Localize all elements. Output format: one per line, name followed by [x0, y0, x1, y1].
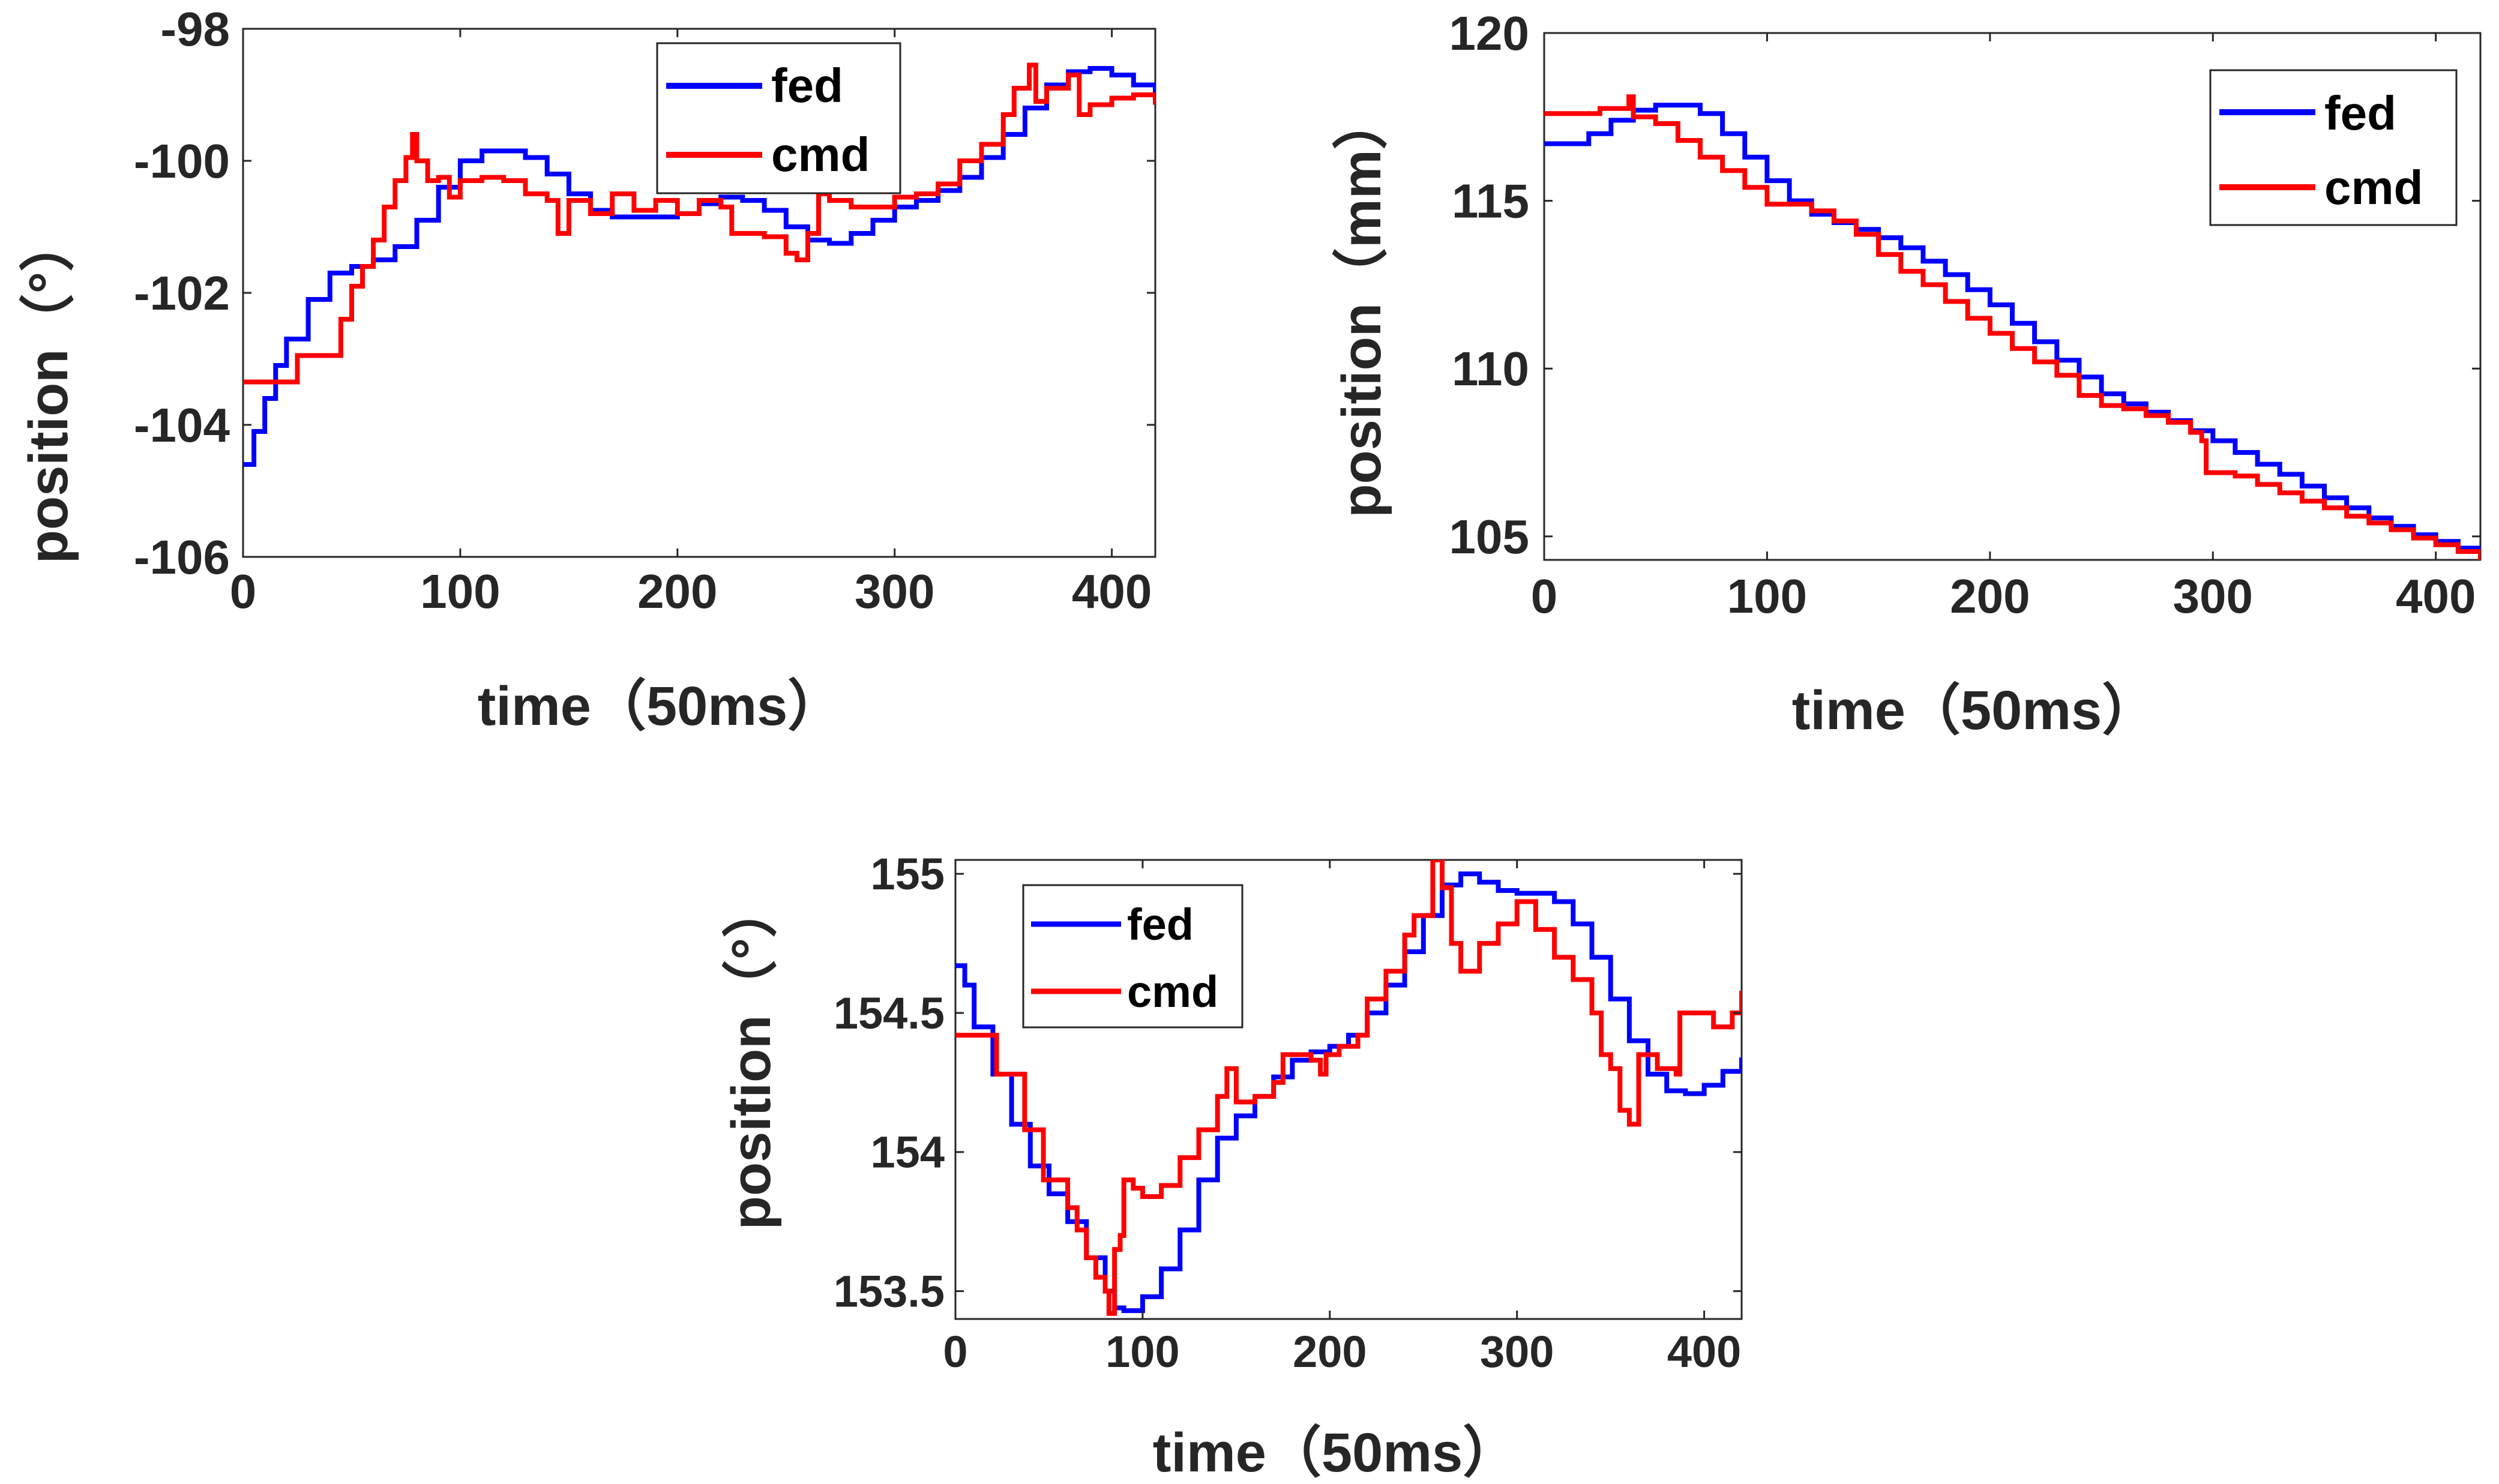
x-tick-label: 300: [1480, 1327, 1554, 1377]
y-ticks-2: 105 110 115 120: [1449, 7, 2480, 563]
x-tick-label: 300: [2173, 569, 2253, 623]
x-tick-label: 200: [1950, 569, 2030, 623]
series-line-cmd: [1544, 94, 2480, 560]
y-axis-title-2: position（mm）: [1331, 94, 1392, 517]
legend-label-fed-3: fed: [1127, 900, 1194, 949]
y-tick-label: -104: [134, 398, 230, 452]
x-axis-title-1: time（50ms）: [478, 676, 843, 737]
x-tick-label: 400: [1667, 1327, 1741, 1377]
y-tick-label: -100: [134, 134, 230, 188]
series-group-1: [243, 62, 1155, 467]
legend-label-cmd-2: cmd: [2324, 161, 2423, 214]
series-line-cmd: [243, 62, 1155, 385]
y-tick-label: 115: [1452, 175, 1529, 228]
chart-panel-1: 0 100 200 300 400 -106 -104 -102 -100 -98 time（5…: [18, 2, 1156, 737]
x-tick-label: 0: [1531, 569, 1558, 623]
x-axis-title-2: time（50ms）: [1792, 680, 2157, 741]
series-line-cmd: [955, 860, 1742, 1316]
y-ticks-1: -106 -104 -102 -100 -98: [134, 2, 1155, 584]
x-tick-label: 400: [2396, 569, 2476, 623]
legend-box-1: [656, 42, 901, 194]
y-axis-title-1: position（°）: [18, 217, 79, 564]
x-tick-label: 400: [1072, 565, 1152, 618]
chart-panel-2: 0 100 200 300 400 105 110 115 120 time（50ms） po…: [1331, 7, 2482, 741]
x-tick-label: 100: [420, 565, 500, 618]
y-tick-label: 120: [1449, 7, 1529, 60]
legend-2: fed cmd: [2209, 69, 2458, 226]
x-tick-label: 100: [1727, 569, 1807, 623]
legend-label-fed-2: fed: [2324, 86, 2396, 140]
series-group-2: [1544, 94, 2480, 560]
legend-box-3: [1022, 884, 1243, 1029]
x-ticks-2: 0 100 200 300 400: [1531, 33, 2476, 623]
y-tick-label: 153.5: [834, 1267, 945, 1317]
y-tick-label: 105: [1449, 510, 1529, 563]
y-tick-label: 154: [871, 1128, 945, 1177]
y-tick-label: 110: [1452, 342, 1529, 395]
x-ticks-3: 0 100 200 300 400: [943, 860, 1741, 1377]
legend-1: fed cmd: [656, 42, 901, 194]
x-tick-label: 200: [1293, 1327, 1367, 1377]
series-line-fed: [1544, 103, 2480, 553]
legend-label-fed-1: fed: [771, 59, 843, 112]
y-tick-label: -102: [134, 266, 230, 320]
x-axis-title-3: time（50ms）: [1153, 1422, 1518, 1483]
y-ticks-3: 153.5 154 154.5 155: [834, 849, 1742, 1317]
x-tick-label: 200: [637, 565, 717, 618]
legend-box-2: [2209, 69, 2458, 226]
series-group-3: [955, 860, 1742, 1316]
y-tick-label: 154.5: [834, 988, 945, 1038]
x-tick-label: 0: [943, 1327, 967, 1377]
x-tick-label: 300: [855, 565, 934, 618]
chart-panel-3: 0 100 200 300 400 153.5 154 154.5 155 time（50ms…: [721, 849, 1743, 1483]
x-tick-label: 100: [1105, 1327, 1179, 1377]
y-tick-label: -106: [134, 530, 230, 584]
legend-label-cmd-3: cmd: [1127, 967, 1218, 1017]
legend-3: fed cmd: [1022, 884, 1243, 1029]
legend-label-cmd-1: cmd: [771, 128, 870, 181]
y-axis-title-3: position（°）: [721, 883, 782, 1230]
y-tick-label: 155: [871, 849, 945, 899]
x-ticks-1: 0 100 200 300 400: [230, 29, 1152, 618]
y-tick-label: -98: [160, 2, 230, 56]
x-tick-label: 0: [230, 565, 257, 618]
